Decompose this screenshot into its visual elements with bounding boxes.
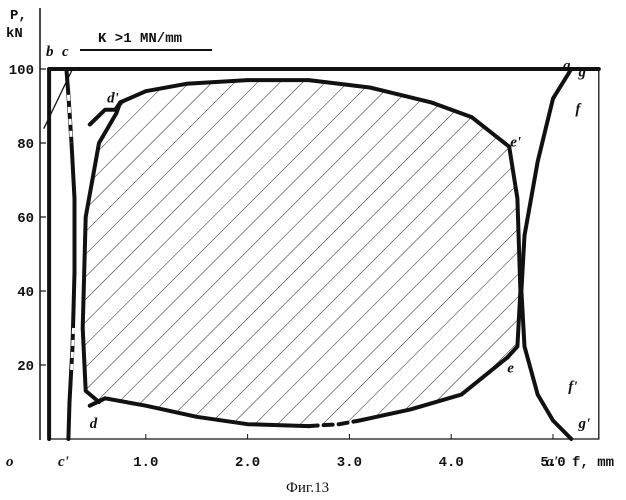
point-label: b [46,44,54,60]
y-axis-label-line1: P, [10,8,27,24]
x-tick-label: 3.0 [337,455,362,471]
x-tick-label: 4.0 [439,455,464,471]
point-label: a [563,58,571,74]
y-tick-label: 80 [17,137,34,153]
point-label: c' [58,454,69,470]
x-axis-label: f, mm [572,455,614,471]
origin-label: o [6,454,14,470]
point-label: d' [107,90,119,106]
point-label: f [575,101,582,117]
figure-caption: Фиг.13 [286,480,329,496]
series-g-g-prime [521,69,571,439]
x-tick-label: 2.0 [235,455,260,471]
point-label: e' [510,135,521,151]
x-tick-label: 1.0 [133,455,158,471]
point-label: g [577,64,586,80]
y-tick-label: 60 [17,211,34,227]
y-tick-label: 20 [17,359,34,375]
hatch-fill [83,80,521,426]
point-label: a' [546,454,558,470]
y-tick-label: 100 [9,63,34,79]
point-label: e [507,360,514,376]
hatched-region [83,80,521,426]
y-tick-label: 40 [17,285,34,301]
point-label: f' [568,379,577,395]
point-label: g' [577,416,590,432]
y-axis-label-line2: kN [6,26,23,42]
stiffness-annotation: K >1 MN/mm [98,31,182,47]
point-label: c [62,44,69,60]
point-label: d [90,416,98,432]
